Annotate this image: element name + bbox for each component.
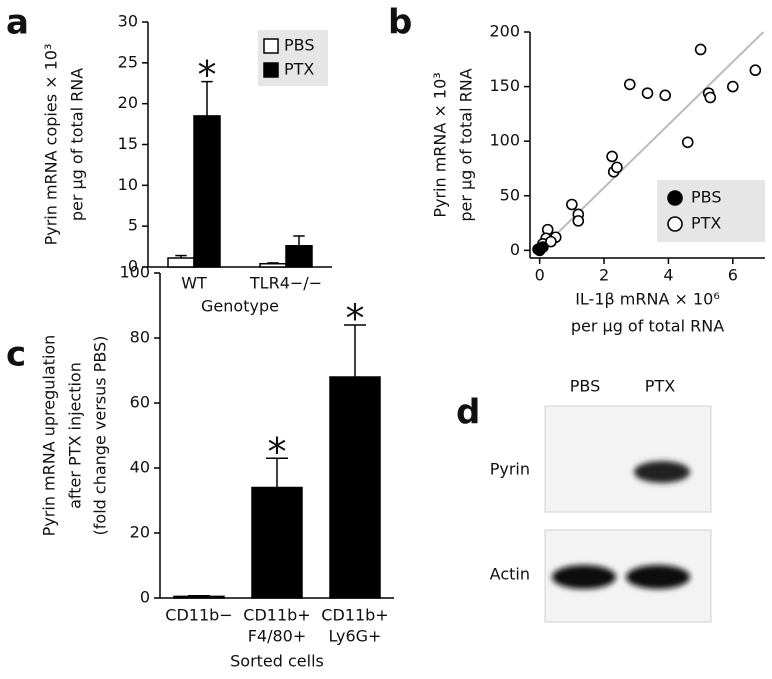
y-axis-label: Pyrin mRNA upregulation <box>40 335 59 537</box>
x-tick-label: 2 <box>599 266 609 285</box>
x-tick-label: CD11b− <box>165 606 232 625</box>
y-tick-label: 60 <box>130 393 150 412</box>
x-axis-label: per µg of total RNA <box>571 317 724 336</box>
y-tick-label: 100 <box>119 263 150 282</box>
y-tick-label: 30 <box>118 12 138 31</box>
point <box>537 241 549 253</box>
x-tick-label: 4 <box>663 266 673 285</box>
point <box>681 136 694 149</box>
blot-column: PTX <box>645 377 675 396</box>
x-tick-label: CD11b+ <box>243 606 310 625</box>
y-axis-label: per µg of total RNA <box>457 68 476 221</box>
y-tick-label: 20 <box>118 93 138 112</box>
legend-label: PTX <box>284 60 314 79</box>
x-axis-label: Genotype <box>201 297 279 316</box>
y-axis-label: Pyrin mRNA copies × 10³ <box>42 44 61 246</box>
bar <box>167 257 195 268</box>
bar <box>251 486 303 599</box>
panel-label: b <box>388 3 412 43</box>
significance-mark: * <box>198 53 217 97</box>
point <box>611 161 623 174</box>
bar <box>329 376 381 599</box>
blot-band <box>626 565 690 589</box>
y-axis-label: after PTX injection <box>66 362 85 509</box>
significance-mark: * <box>268 430 287 474</box>
legend-label: PTX <box>691 214 721 233</box>
legend-label: PBS <box>284 36 315 55</box>
x-tick-label: Ly6G+ <box>329 627 382 646</box>
blot-column: PBS <box>570 377 601 396</box>
legend-swatch <box>263 62 279 78</box>
legend-swatch <box>263 38 279 54</box>
y-tick-label: 0 <box>128 257 138 276</box>
point <box>572 215 585 227</box>
point <box>727 80 739 93</box>
point <box>545 235 557 248</box>
x-axis-label: IL-1β mRNA × 10⁶ <box>575 290 720 309</box>
panel-label: c <box>6 335 26 375</box>
y-tick-label: 10 <box>118 175 138 194</box>
point <box>704 91 717 104</box>
blot-band <box>552 565 616 589</box>
panel-label: a <box>6 3 29 43</box>
point <box>606 150 618 163</box>
point <box>566 198 578 211</box>
x-tick-label: F4/80+ <box>248 627 307 646</box>
y-tick-label: 100 <box>489 131 520 150</box>
legend-swatch <box>667 216 683 232</box>
y-tick-label: 25 <box>118 52 138 71</box>
point <box>694 43 707 56</box>
point <box>749 64 762 77</box>
blot-band <box>634 461 690 483</box>
y-tick-label: 5 <box>128 216 138 235</box>
blot-row: Pyrin <box>490 460 530 479</box>
y-tick-label: 200 <box>489 22 520 41</box>
x-axis-label: Sorted cells <box>230 652 324 671</box>
bar <box>193 115 221 268</box>
y-tick-label: 20 <box>130 523 150 542</box>
point <box>641 87 654 99</box>
x-tick-label: TLR4−/− <box>249 274 322 293</box>
x-tick-label: 0 <box>535 266 545 285</box>
blot-membrane <box>544 405 712 513</box>
x-tick-label: CD11b+ <box>321 606 388 625</box>
bar <box>173 595 225 599</box>
blot-row: Actin <box>490 565 530 584</box>
panel-label: d <box>456 393 480 433</box>
y-axis-label: per µg of total RNA <box>68 68 87 221</box>
point <box>659 89 672 102</box>
y-tick-label: 0 <box>510 240 520 259</box>
y-axis-label: (fold change versus PBS) <box>91 336 110 536</box>
y-axis-label: Pyrin mRNA × 10³ <box>431 72 450 217</box>
significance-mark: * <box>346 297 365 341</box>
bar <box>259 262 287 268</box>
legend-label: PBS <box>691 188 722 207</box>
legend-swatch <box>667 190 683 206</box>
y-tick-label: 150 <box>489 76 520 95</box>
x-tick-label: 6 <box>728 266 738 285</box>
y-tick-label: 50 <box>500 185 520 204</box>
point <box>623 78 636 91</box>
y-tick-label: 40 <box>130 458 150 477</box>
y-tick-label: 15 <box>118 134 138 153</box>
y-tick-label: 80 <box>130 328 150 347</box>
bar <box>285 245 313 268</box>
y-tick-label: 0 <box>140 588 150 607</box>
x-tick-label: WT <box>181 274 207 293</box>
